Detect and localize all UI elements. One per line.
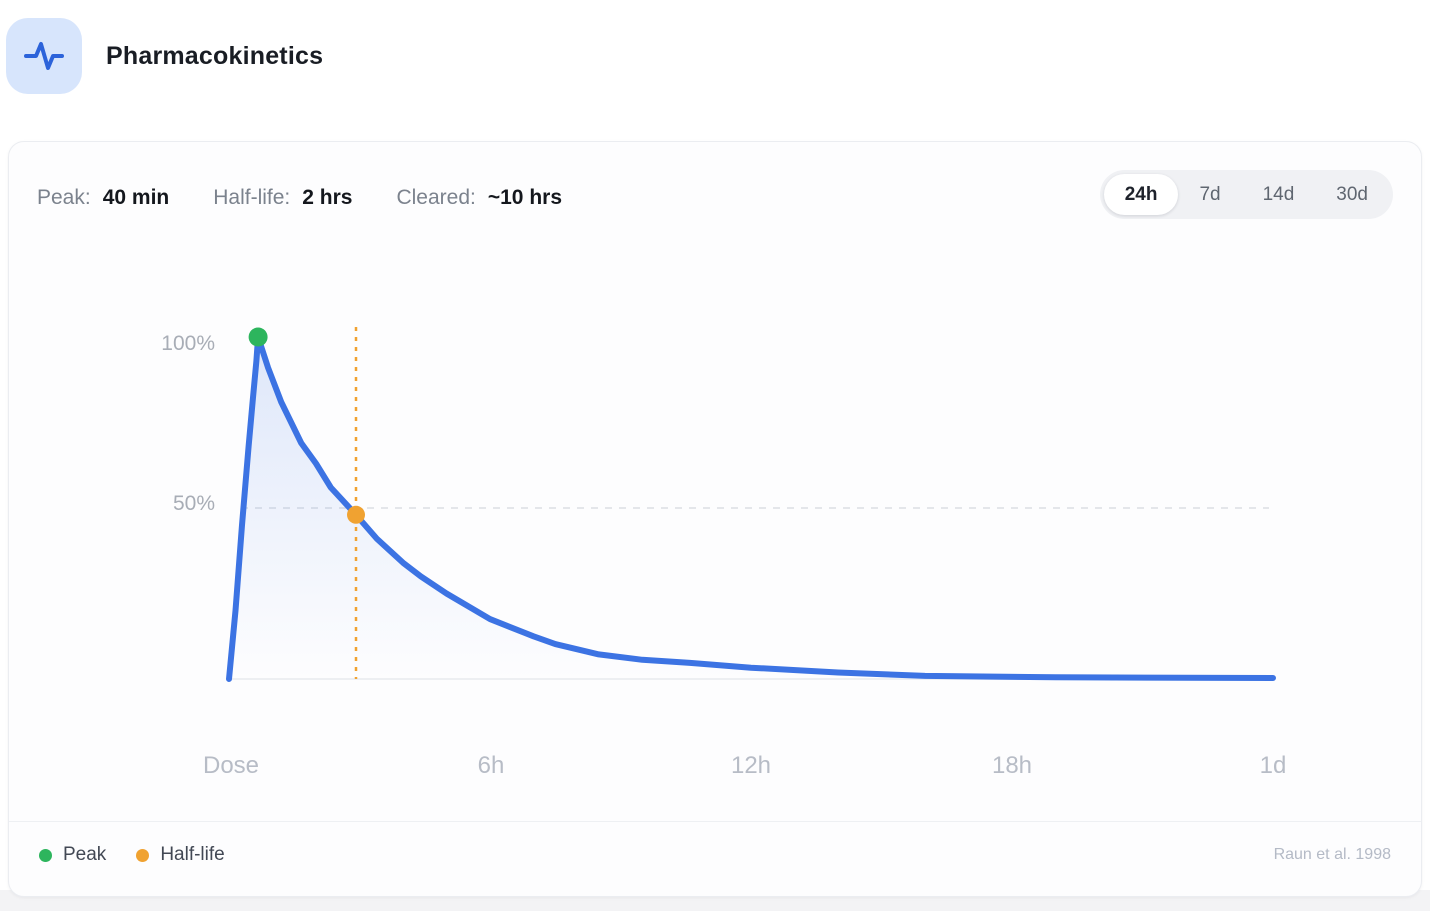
halflife-dot: [347, 505, 365, 524]
stat-peak-value: 40 min: [102, 186, 170, 209]
concentration-line: [226, 334, 1276, 682]
stat-halflife-value: 2 hrs: [302, 186, 353, 209]
pharmacokinetics-card: Peak: 40 min Half-life: 2 hrs Cleared: ~…: [8, 141, 1422, 897]
stats-row: Peak: 40 min Half-life: 2 hrs Cleared: ~…: [37, 186, 562, 210]
stat-peak-label: Peak:: [37, 186, 91, 209]
card-footer: Peak Half-life Raun et al. 1998: [9, 821, 1421, 896]
peak-dot: [248, 327, 268, 347]
peak-legend-label: Peak: [63, 844, 107, 865]
x-tick-1d: 1d: [1259, 752, 1287, 779]
x-tick-dose: Dose: [202, 752, 260, 779]
concentration-area: [229, 337, 1273, 679]
stat-peak: Peak: 40 min: [37, 186, 169, 210]
stat-cleared-label: Cleared:: [396, 186, 476, 209]
range-tab-7d[interactable]: 7d: [1178, 174, 1241, 215]
page-title: Pharmacokinetics: [106, 41, 324, 70]
pk-curve-svg: [226, 327, 1276, 682]
range-tab-24h[interactable]: 24h: [1103, 174, 1179, 215]
pulse-waveform-glyph: [24, 42, 64, 70]
stat-cleared-value: ~10 hrs: [487, 186, 562, 209]
halflife-legend-dot-icon: [136, 848, 150, 862]
citation-text: Raun et al. 1998: [1273, 846, 1391, 863]
stat-cleared: Cleared: ~10 hrs: [396, 186, 562, 210]
pulse-waveform-icon: [6, 18, 82, 94]
range-tab-14d[interactable]: 14d: [1242, 174, 1316, 215]
x-tick-18h: 18h: [991, 752, 1033, 779]
x-tick-6h: 6h: [477, 752, 505, 779]
y-tick-50: 50%: [172, 492, 215, 515]
y-tick-100: 100%: [161, 332, 215, 355]
stat-halflife-label: Half-life:: [213, 186, 291, 209]
range-tab-30d[interactable]: 30d: [1315, 174, 1389, 215]
x-tick-12h: 12h: [730, 752, 772, 779]
time-range-segmented-control: 24h 7d 14d 30d: [1099, 170, 1393, 219]
legend-item-halflife: Half-life: [136, 844, 225, 866]
stat-halflife: Half-life: 2 hrs: [213, 186, 352, 210]
legend-item-peak: Peak: [39, 844, 106, 866]
legend: Peak Half-life: [39, 844, 225, 866]
page-header: Pharmacokinetics: [6, 18, 323, 94]
peak-legend-dot-icon: [39, 848, 52, 862]
halflife-legend-label: Half-life: [160, 844, 225, 865]
